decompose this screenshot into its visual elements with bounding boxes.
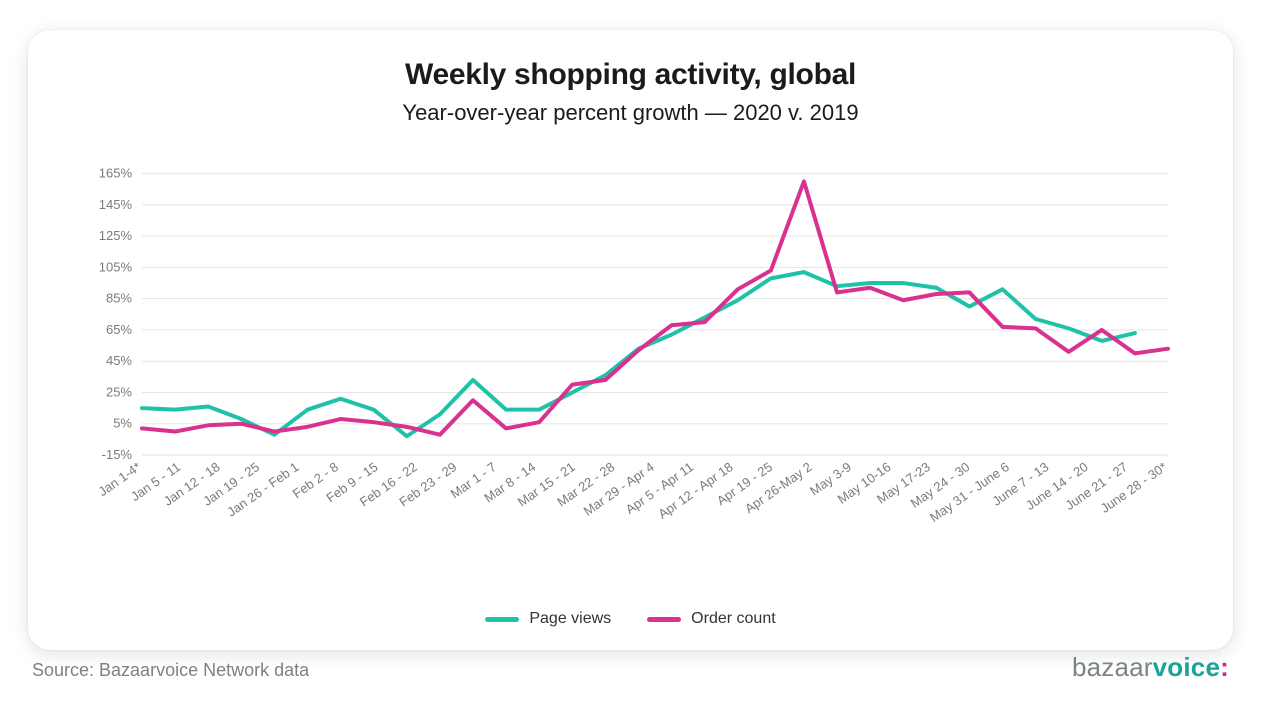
legend-label: Page views: [529, 610, 611, 628]
series-page-views: [142, 272, 1135, 436]
chart-card: Weekly shopping activity, global Year-ov…: [28, 30, 1233, 650]
brand-part1: bazaar: [1072, 652, 1153, 682]
legend-item: Order count: [647, 610, 775, 628]
brand-colon: :: [1220, 652, 1229, 682]
legend-swatch: [485, 617, 519, 622]
y-tick-label: 145%: [99, 197, 133, 212]
legend-swatch: [647, 617, 681, 622]
y-tick-label: 105%: [99, 259, 133, 274]
y-tick-label: 25%: [106, 384, 132, 399]
line-chart: -15%5%25%45%65%85%105%125%145%165%Jan 1-…: [88, 146, 1188, 541]
y-tick-label: 5%: [113, 416, 132, 431]
chart-title: Weekly shopping activity, global: [28, 58, 1233, 92]
y-tick-label: -15%: [102, 447, 133, 462]
chart-subtitle: Year-over-year percent growth — 2020 v. …: [28, 100, 1233, 126]
y-tick-label: 45%: [106, 353, 132, 368]
brand-logo: bazaarvoice:: [1072, 652, 1229, 683]
legend-label: Order count: [691, 610, 775, 628]
legend: Page views Order count: [28, 610, 1233, 628]
source-attribution: Source: Bazaarvoice Network data: [32, 660, 309, 681]
brand-part2: voice: [1153, 652, 1221, 682]
y-tick-label: 165%: [99, 166, 133, 181]
series-order-count: [142, 181, 1168, 434]
y-tick-label: 65%: [106, 322, 132, 337]
legend-item: Page views: [485, 610, 611, 628]
y-tick-label: 125%: [99, 228, 133, 243]
y-tick-label: 85%: [106, 291, 132, 306]
